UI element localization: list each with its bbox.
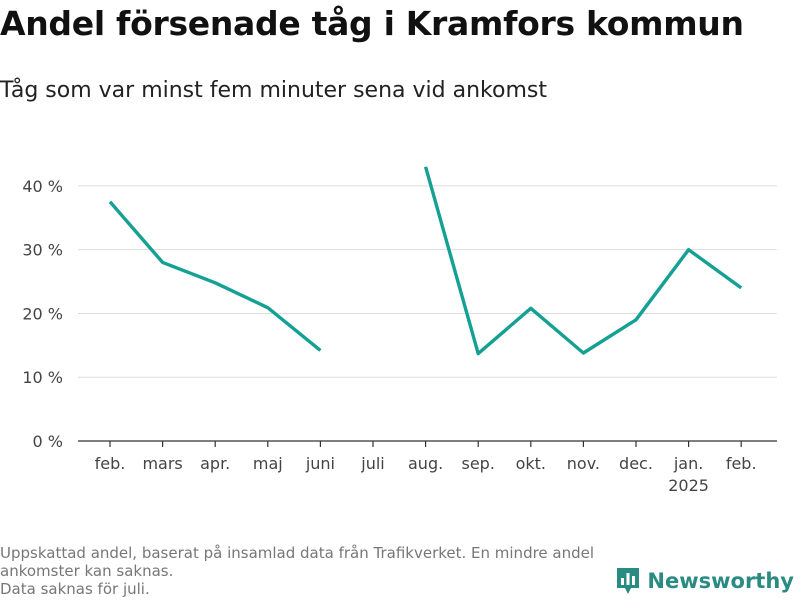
chart-title: Andel försenade tåg i Kramfors kommun xyxy=(0,4,744,43)
y-tick-label: 10 % xyxy=(22,368,63,387)
x-tick-sublabel: 2025 xyxy=(668,476,709,495)
x-tick-label: feb. xyxy=(95,454,126,473)
x-tick-label: okt. xyxy=(516,454,546,473)
series-line-segment xyxy=(108,200,322,352)
y-tick-label: 30 % xyxy=(22,241,63,260)
footnote-line-3: Data saknas för juli. xyxy=(0,580,150,598)
x-tick-label: aug. xyxy=(408,454,443,473)
footnote-line-2: ankomster kan saknas. xyxy=(0,562,174,580)
gridlines xyxy=(78,185,777,442)
y-tick-label: 40 % xyxy=(22,177,63,196)
x-tick-label: juni xyxy=(305,454,335,473)
x-tick-label: juli xyxy=(360,454,384,473)
x-tick-label: feb. xyxy=(726,454,757,473)
x-tick-label: mars xyxy=(142,454,182,473)
series-line-segment xyxy=(423,166,743,356)
chart-subtitle: Tåg som var minst fem minuter sena vid a… xyxy=(0,78,547,103)
line-chart: 0 % 10 % 20 % 30 % 40 % feb. mars apr. maj juni j… xyxy=(22,166,777,495)
bar-chart-logo-icon xyxy=(617,568,640,594)
footnote: Uppskattad andel, baserat på insamlad da… xyxy=(0,544,640,598)
brand-name: Newsworthy xyxy=(647,569,794,593)
x-tick-label: sep. xyxy=(461,454,494,473)
x-tick-label: maj xyxy=(253,454,283,473)
x-tick-label: apr. xyxy=(200,454,230,473)
y-tick-label: 20 % xyxy=(22,304,63,323)
y-axis-ticks: 0 % 10 % 20 % 30 % 40 % xyxy=(22,177,63,451)
x-axis-ticks: feb. mars apr. maj juni juli aug. sep. okt. nov. d… xyxy=(95,441,757,495)
series-lines xyxy=(108,166,743,356)
footnote-line-1: Uppskattad andel, baserat på insamlad da… xyxy=(0,544,595,562)
x-tick-label: jan. xyxy=(673,454,703,473)
y-tick-label: 0 % xyxy=(33,432,63,451)
brand-logo: Newsworthy xyxy=(615,566,794,596)
x-tick-label: nov. xyxy=(567,454,600,473)
x-tick-label: dec. xyxy=(619,454,653,473)
